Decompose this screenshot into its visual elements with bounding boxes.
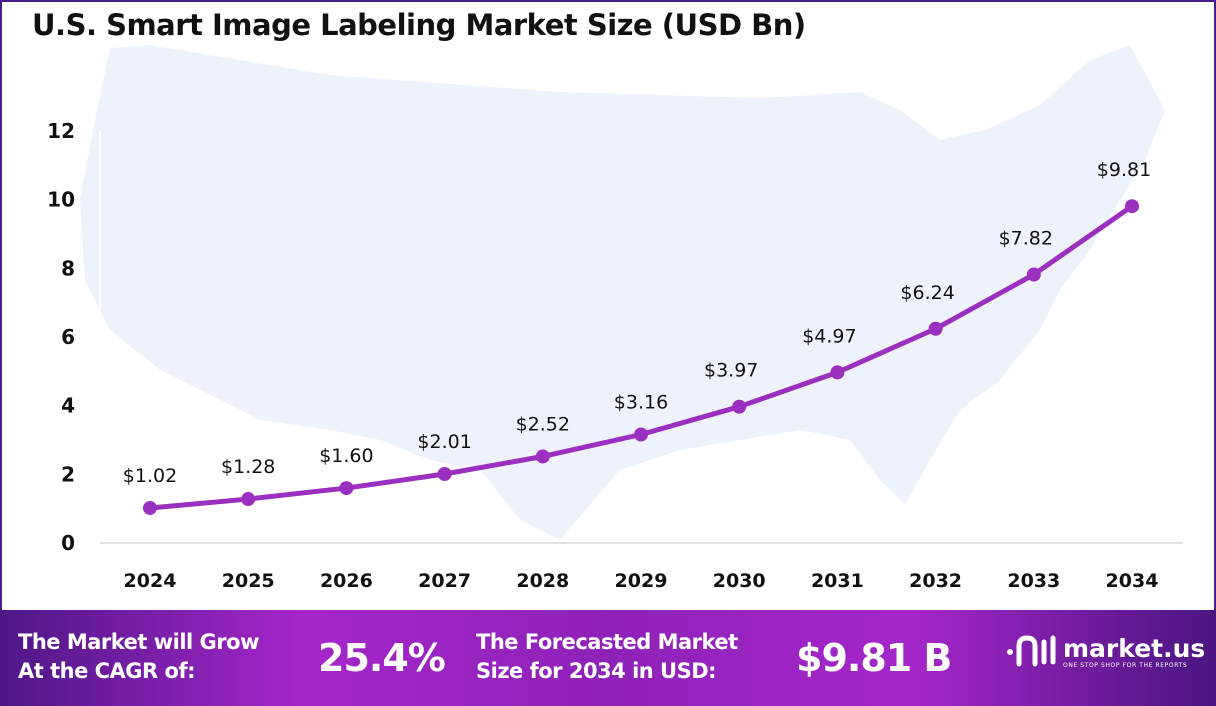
cagr-label-line2: At the CAGR of: — [18, 659, 195, 683]
data-point — [437, 466, 452, 481]
market-us-logo: market.us ONE STOP SHOP FOR THE REPORTS — [1005, 632, 1205, 672]
x-tick-label: 2028 — [516, 570, 569, 592]
y-tick-label: 10 — [47, 188, 75, 212]
x-tick-label: 2034 — [1106, 570, 1159, 592]
data-label: $3.16 — [614, 392, 668, 414]
x-tick-label: 2026 — [320, 570, 373, 592]
data-label: $6.24 — [900, 282, 954, 304]
cagr-label: The Market will Grow At the CAGR of: — [18, 628, 259, 686]
data-label: $2.52 — [516, 413, 570, 435]
x-tick-label: 2029 — [615, 570, 668, 592]
data-point — [1125, 199, 1139, 214]
data-point — [634, 427, 648, 442]
y-tick-label: 12 — [47, 119, 75, 143]
data-label: $4.97 — [802, 325, 856, 347]
forecast-value: $9.81 B — [796, 636, 952, 680]
x-tick-label: 2025 — [222, 570, 275, 592]
forecast-label-line1: The Forecasted Market — [476, 630, 738, 654]
data-point — [339, 481, 354, 496]
x-tick-label: 2033 — [1007, 570, 1060, 592]
data-label: $2.01 — [417, 431, 471, 453]
data-point — [1026, 267, 1041, 282]
data-point — [143, 500, 157, 515]
data-point — [732, 399, 747, 414]
data-label: $1.02 — [123, 465, 177, 487]
logo-name: market.us — [1063, 633, 1206, 663]
forecast-label-line2: Size for 2034 in USD: — [476, 659, 717, 683]
data-point — [928, 321, 943, 336]
forecast-label: The Forecasted Market Size for 2034 in U… — [476, 628, 738, 686]
data-point — [241, 492, 256, 507]
market-us-logo-icon — [1007, 635, 1056, 667]
chart-title: U.S. Smart Image Labeling Market Size (U… — [32, 8, 806, 42]
footer-banner: The Market will Grow At the CAGR of: 25.… — [0, 610, 1216, 706]
logo-tagline: ONE STOP SHOP FOR THE REPORTS — [1063, 661, 1188, 669]
data-point — [535, 449, 550, 464]
y-tick-label: 2 — [61, 462, 75, 486]
data-label: $9.81 — [1097, 159, 1151, 181]
x-tick-label: 2032 — [909, 570, 962, 592]
y-tick-label: 6 — [61, 325, 75, 349]
us-map-background — [80, 45, 1165, 540]
x-tick-label: 2027 — [418, 570, 471, 592]
cagr-value: 25.4% — [318, 636, 446, 680]
y-tick-label: 8 — [61, 256, 75, 280]
data-label: $7.82 — [999, 228, 1053, 250]
cagr-label-line1: The Market will Grow — [18, 630, 259, 654]
y-tick-label: 0 — [61, 531, 75, 555]
line-chart: 0 2 4 6 8 10 12 2024 2025 2026 2027 2028 2029 2030 203… — [47, 45, 1183, 592]
data-label: $1.60 — [319, 445, 373, 467]
data-point — [830, 365, 845, 380]
x-tick-label: 2024 — [124, 570, 177, 592]
x-tick-label: 2030 — [713, 570, 766, 592]
x-tick-label: 2031 — [811, 570, 864, 592]
data-label: $3.97 — [704, 360, 758, 382]
data-label: $1.28 — [221, 456, 275, 478]
y-tick-label: 4 — [61, 394, 75, 418]
